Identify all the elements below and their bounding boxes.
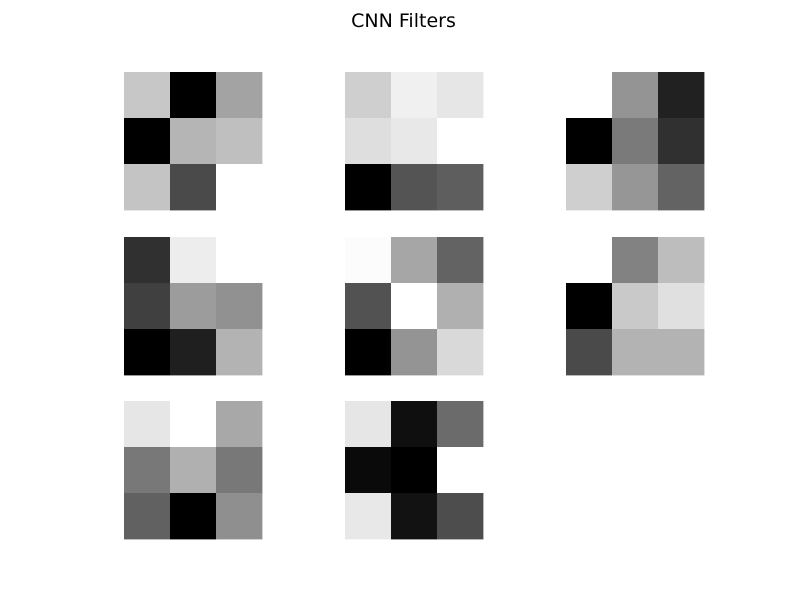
filter-4-cell-r1-c3 xyxy=(216,237,263,284)
filter-7-cell-r1-c3 xyxy=(216,401,263,448)
filter-3-cell-r3-c3 xyxy=(658,164,705,211)
filter-7-cell-r2-c1 xyxy=(124,447,171,494)
filter-3-cell-r1-c2 xyxy=(612,72,659,119)
filter-2-cell-r3-c1 xyxy=(345,164,392,211)
filter-2-cell-r1-c3 xyxy=(437,72,484,119)
filter-3-cell-r1-c3 xyxy=(658,72,705,119)
filter-panel-3 xyxy=(566,72,705,211)
filter-4-cell-r3-c1 xyxy=(124,329,171,376)
filter-7-cell-r3-c2 xyxy=(170,493,217,540)
filter-6-cell-r2-c1 xyxy=(566,283,613,330)
filter-2-cell-r2-c1 xyxy=(345,118,392,165)
filter-3-cell-r3-c2 xyxy=(612,164,659,211)
filter-panel-6 xyxy=(566,237,705,376)
filter-4-cell-r1-c2 xyxy=(170,237,217,284)
filter-5-cell-r2-c3 xyxy=(437,283,484,330)
filter-1-cell-r2-c1 xyxy=(124,118,171,165)
filter-panel-8 xyxy=(345,401,484,540)
filter-4-cell-r1-c1 xyxy=(124,237,171,284)
filter-6-cell-r1-c1 xyxy=(566,237,613,284)
filter-5-cell-r2-c2 xyxy=(391,283,438,330)
filter-4-cell-r2-c3 xyxy=(216,283,263,330)
filter-panel-4 xyxy=(124,237,263,376)
filter-2-cell-r2-c3 xyxy=(437,118,484,165)
filter-panel-5 xyxy=(345,237,484,376)
filter-8-cell-r2-c1 xyxy=(345,447,392,494)
filter-2-cell-r1-c1 xyxy=(345,72,392,119)
filter-8-cell-r3-c2 xyxy=(391,493,438,540)
filter-3-cell-r3-c1 xyxy=(566,164,613,211)
filter-6-cell-r3-c1 xyxy=(566,329,613,376)
filter-7-cell-r1-c1 xyxy=(124,401,171,448)
filter-7-cell-r3-c3 xyxy=(216,493,263,540)
filter-panel-7 xyxy=(124,401,263,540)
filter-8-cell-r2-c2 xyxy=(391,447,438,494)
filter-1-cell-r3-c2 xyxy=(170,164,217,211)
filter-4-cell-r3-c3 xyxy=(216,329,263,376)
filter-panel-2 xyxy=(345,72,484,211)
filter-5-cell-r1-c2 xyxy=(391,237,438,284)
filter-3-cell-r2-c1 xyxy=(566,118,613,165)
filter-4-cell-r2-c2 xyxy=(170,283,217,330)
filter-5-cell-r3-c2 xyxy=(391,329,438,376)
filter-6-cell-r1-c3 xyxy=(658,237,705,284)
filter-5-cell-r2-c1 xyxy=(345,283,392,330)
filter-2-cell-r3-c2 xyxy=(391,164,438,211)
filter-3-cell-r1-c1 xyxy=(566,72,613,119)
filter-8-cell-r3-c1 xyxy=(345,493,392,540)
filter-6-cell-r3-c3 xyxy=(658,329,705,376)
filter-8-cell-r1-c3 xyxy=(437,401,484,448)
filter-7-cell-r2-c3 xyxy=(216,447,263,494)
filter-7-cell-r2-c2 xyxy=(170,447,217,494)
filter-2-cell-r1-c2 xyxy=(391,72,438,119)
filter-1-cell-r2-c3 xyxy=(216,118,263,165)
filter-4-cell-r3-c2 xyxy=(170,329,217,376)
filter-6-cell-r1-c2 xyxy=(612,237,659,284)
filter-1-cell-r3-c1 xyxy=(124,164,171,211)
filter-5-cell-r3-c1 xyxy=(345,329,392,376)
filter-8-cell-r2-c3 xyxy=(437,447,484,494)
filter-5-cell-r1-c3 xyxy=(437,237,484,284)
filter-8-cell-r1-c2 xyxy=(391,401,438,448)
filter-1-cell-r2-c2 xyxy=(170,118,217,165)
filter-3-cell-r2-c2 xyxy=(612,118,659,165)
filter-4-cell-r2-c1 xyxy=(124,283,171,330)
filter-2-cell-r3-c3 xyxy=(437,164,484,211)
filter-5-cell-r1-c1 xyxy=(345,237,392,284)
filter-2-cell-r2-c2 xyxy=(391,118,438,165)
filter-6-cell-r2-c3 xyxy=(658,283,705,330)
filter-7-cell-r1-c2 xyxy=(170,401,217,448)
filter-8-cell-r3-c3 xyxy=(437,493,484,540)
filter-7-cell-r3-c1 xyxy=(124,493,171,540)
filter-5-cell-r3-c3 xyxy=(437,329,484,376)
filter-6-cell-r3-c2 xyxy=(612,329,659,376)
filter-3-cell-r2-c3 xyxy=(658,118,705,165)
filters-grid xyxy=(124,72,705,540)
filter-1-cell-r1-c3 xyxy=(216,72,263,119)
filter-1-cell-r1-c1 xyxy=(124,72,171,119)
filter-panel-1 xyxy=(124,72,263,211)
filter-8-cell-r1-c1 xyxy=(345,401,392,448)
filter-1-cell-r3-c3 xyxy=(216,164,263,211)
filter-6-cell-r2-c2 xyxy=(612,283,659,330)
chart-title: CNN Filters xyxy=(351,10,456,32)
filter-1-cell-r1-c2 xyxy=(170,72,217,119)
